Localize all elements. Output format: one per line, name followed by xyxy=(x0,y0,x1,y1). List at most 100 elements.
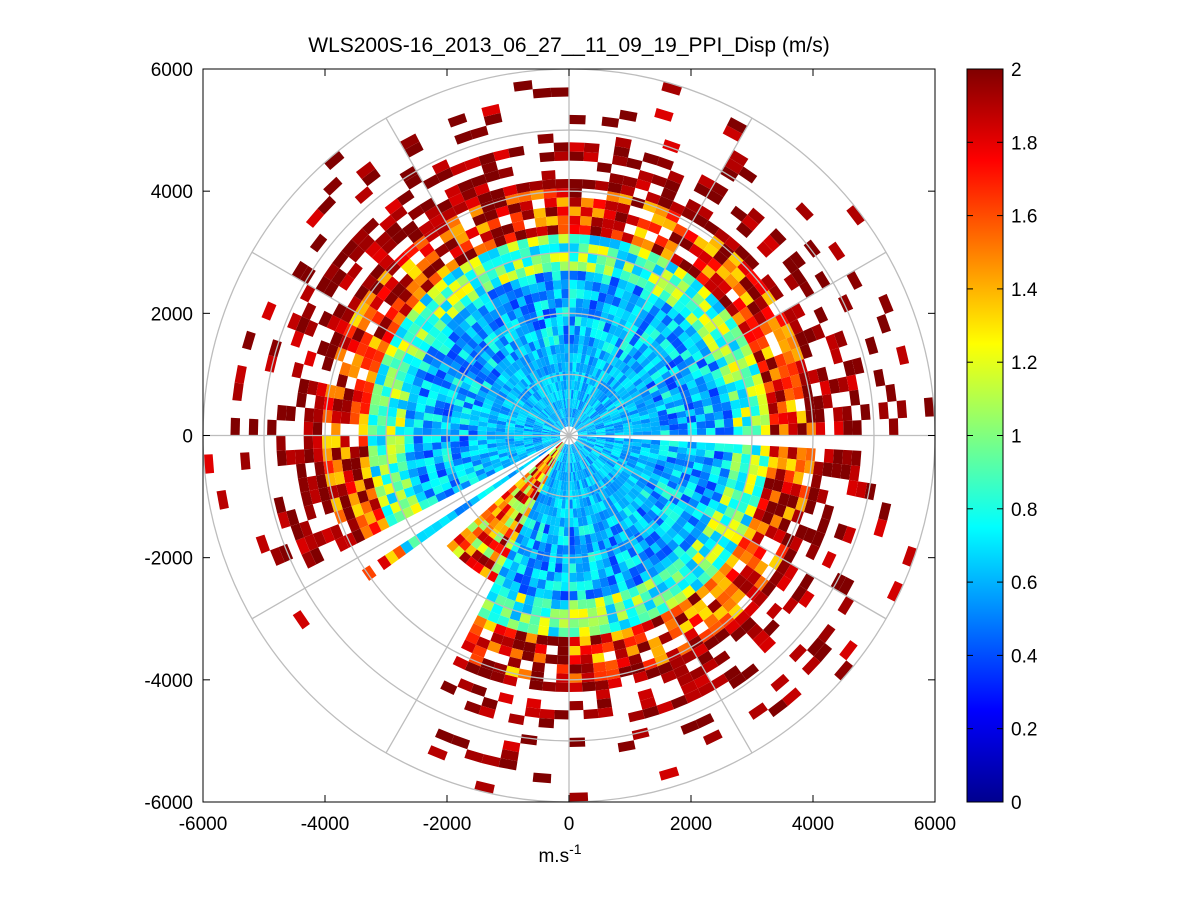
data-cell xyxy=(707,257,723,273)
data-cell xyxy=(351,353,364,368)
data-cell xyxy=(604,462,614,471)
data-cell xyxy=(659,445,670,452)
data-cell xyxy=(536,512,544,523)
data-cell xyxy=(450,360,462,372)
data-cell xyxy=(666,381,678,391)
data-cell xyxy=(484,513,496,525)
data-cell xyxy=(460,480,472,490)
data-cell xyxy=(821,551,837,569)
data-cell xyxy=(659,440,670,447)
data-cell xyxy=(629,412,640,419)
data-cell xyxy=(592,522,601,533)
data-cell xyxy=(435,331,449,344)
data-cell xyxy=(507,449,517,456)
data-cell xyxy=(731,452,742,463)
data-cell xyxy=(619,455,629,462)
data-cell xyxy=(569,114,586,125)
data-cell xyxy=(714,443,725,452)
data-cell xyxy=(560,353,566,363)
data-cell xyxy=(520,285,532,297)
data-cell xyxy=(405,280,421,295)
data-cell xyxy=(583,404,591,414)
data-cell xyxy=(668,495,680,506)
data-cell xyxy=(542,365,550,376)
data-cell xyxy=(790,302,806,320)
data-cell xyxy=(510,318,521,330)
data-cell xyxy=(661,354,673,366)
data-cell xyxy=(592,462,600,472)
data-cell xyxy=(731,369,744,382)
data-cell xyxy=(716,475,729,487)
data-cell xyxy=(512,601,525,613)
data-cell xyxy=(683,229,699,244)
data-cell xyxy=(565,371,569,381)
data-cell xyxy=(521,650,535,662)
y-tick-label: -4000 xyxy=(144,671,193,692)
data-cell xyxy=(594,403,603,411)
data-cell xyxy=(426,299,440,313)
data-cell xyxy=(617,457,628,465)
data-cell xyxy=(594,422,604,428)
data-cell xyxy=(642,705,660,719)
data-cell xyxy=(513,572,524,584)
data-cell xyxy=(540,513,548,525)
data-cell xyxy=(640,357,651,369)
data-cell xyxy=(602,498,611,509)
data-cell xyxy=(438,515,451,528)
data-cell xyxy=(774,389,786,403)
data-cell xyxy=(645,666,661,680)
data-cell xyxy=(552,581,562,592)
data-cell xyxy=(450,343,463,355)
data-cell xyxy=(597,540,606,551)
data-cell xyxy=(728,390,740,402)
data-cell xyxy=(714,483,726,495)
data-cell xyxy=(421,480,433,492)
data-cell xyxy=(530,254,542,266)
data-cell xyxy=(529,410,539,418)
data-cell xyxy=(514,630,528,642)
data-cell xyxy=(323,460,335,475)
data-cell xyxy=(332,398,344,412)
data-cell xyxy=(605,332,614,344)
data-cell xyxy=(599,283,610,294)
data-cell xyxy=(490,226,504,239)
data-cell xyxy=(718,612,735,628)
data-cell xyxy=(551,507,558,517)
data-cell xyxy=(597,245,609,257)
data-cell xyxy=(655,549,667,562)
data-cell xyxy=(632,670,649,684)
data-cell xyxy=(525,419,535,425)
data-cell xyxy=(563,481,567,491)
data-cell xyxy=(552,279,562,290)
data-cell xyxy=(394,489,407,502)
data-cell xyxy=(647,221,663,235)
data-cell xyxy=(614,337,624,349)
data-cell xyxy=(554,470,560,480)
data-cell xyxy=(602,508,611,520)
data-cell xyxy=(781,481,793,495)
data-cell xyxy=(523,641,537,653)
data-cell xyxy=(509,409,519,416)
data-cell xyxy=(526,322,536,333)
data-cell xyxy=(400,317,414,331)
data-cell xyxy=(543,188,557,199)
data-cell xyxy=(532,370,540,380)
data-cell xyxy=(461,456,472,464)
data-cell xyxy=(656,404,667,412)
data-cell xyxy=(671,469,683,479)
data-cell xyxy=(505,380,515,390)
data-cell xyxy=(805,543,820,561)
data-cell xyxy=(597,406,607,414)
data-cell xyxy=(661,314,674,327)
data-cell xyxy=(533,559,543,570)
data-cell xyxy=(685,198,702,214)
data-cell xyxy=(433,292,447,306)
data-cell xyxy=(531,349,540,361)
data-cell xyxy=(477,439,488,446)
data-cell xyxy=(702,525,715,538)
data-cell xyxy=(549,345,557,355)
data-cell xyxy=(587,432,597,435)
data-cell xyxy=(813,643,833,663)
data-cell xyxy=(628,586,640,599)
data-cell xyxy=(381,238,398,255)
